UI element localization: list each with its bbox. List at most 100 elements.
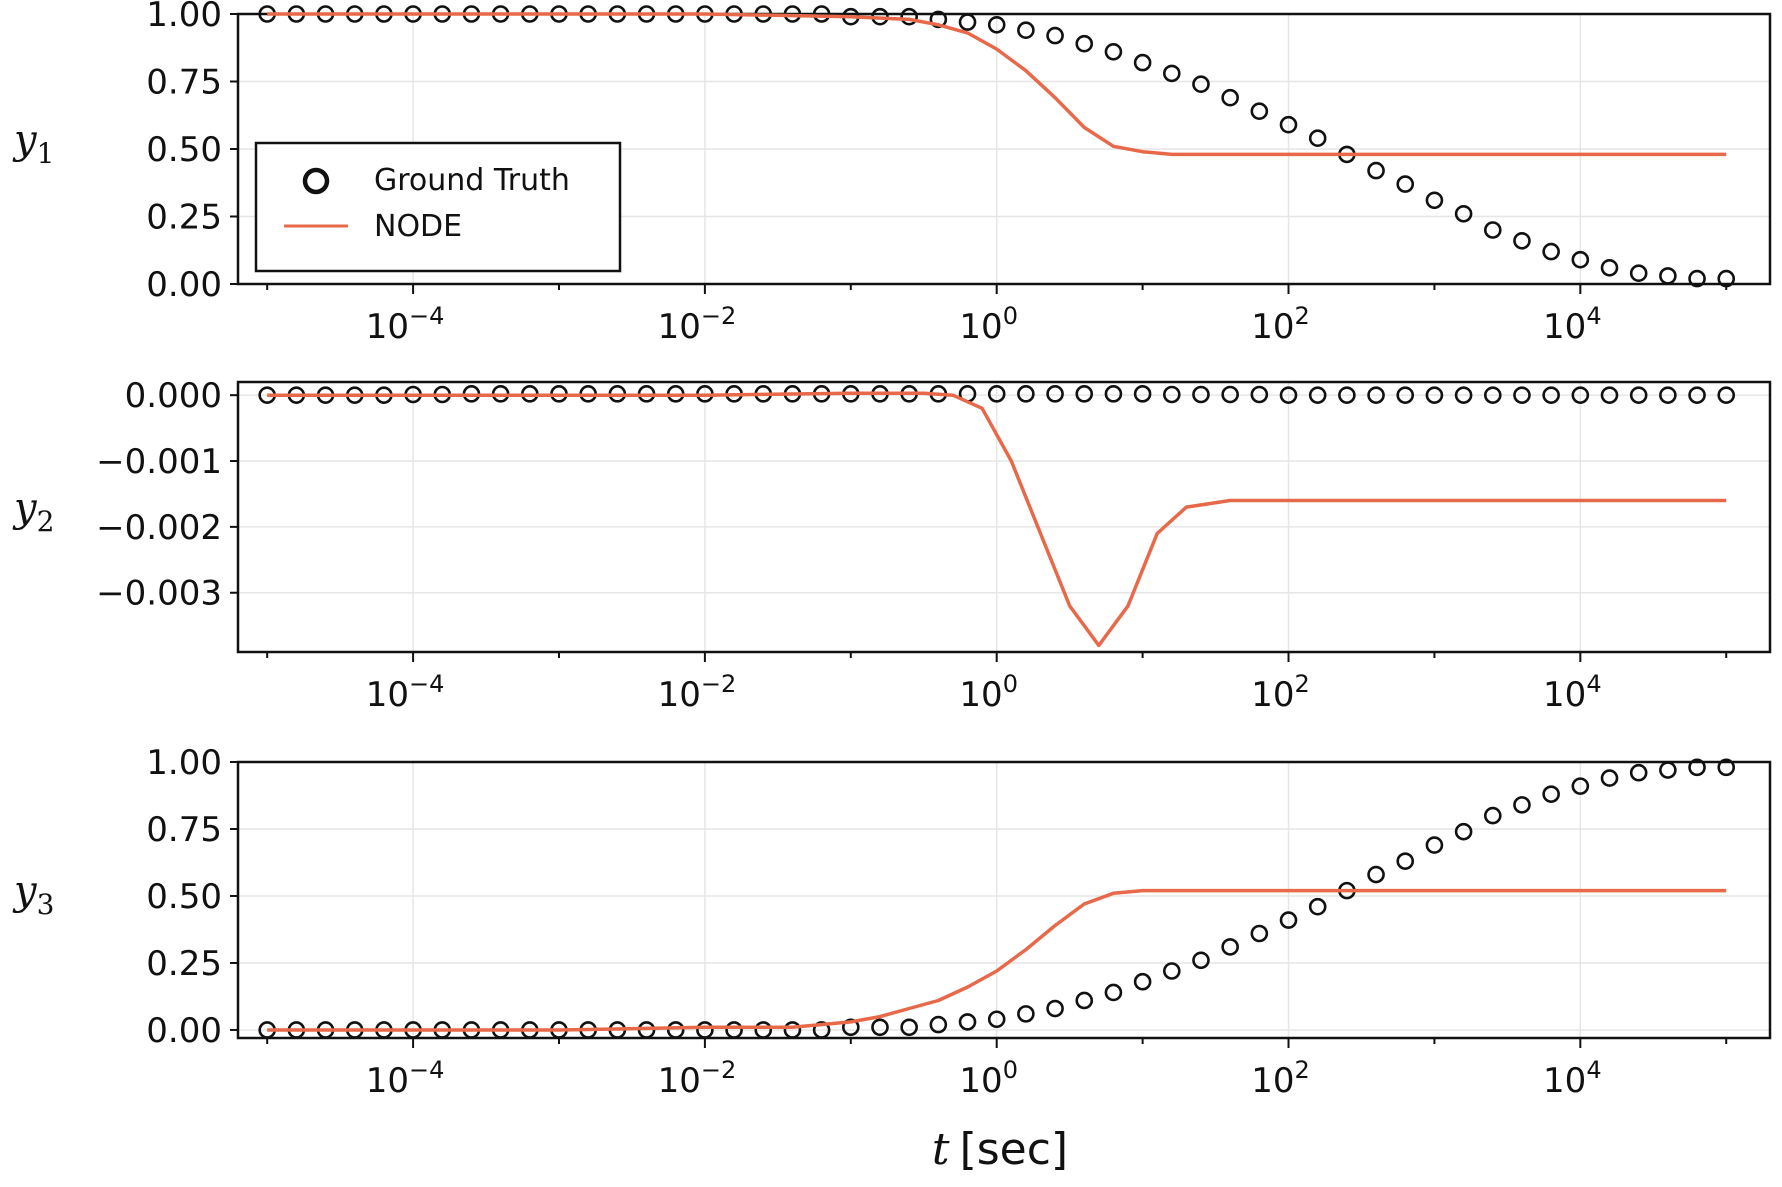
series-line-node <box>267 888 1727 1032</box>
data-point-ground-truth <box>1600 258 1619 277</box>
x-tick-base: 10 <box>366 675 409 715</box>
y-axis-label-subscript: 2 <box>37 505 55 538</box>
x-tick-base: 10 <box>366 1061 409 1101</box>
data-point-ground-truth <box>900 1018 918 1037</box>
data-point-ground-truth <box>1308 129 1327 147</box>
data-point-ground-truth <box>1688 269 1706 288</box>
data-point-ground-truth <box>929 10 948 29</box>
x-tick-label: 104 <box>1543 670 1602 715</box>
x-tick-label: 10−2 <box>658 302 737 347</box>
data-point-ground-truth <box>1279 115 1298 134</box>
data-point-ground-truth <box>1075 385 1094 403</box>
data-point-ground-truth <box>1454 205 1473 223</box>
x-tick-exponent: 2 <box>1295 1056 1310 1084</box>
y-axis-label-var: y <box>12 117 38 163</box>
data-point-ground-truth <box>1659 761 1677 779</box>
y-tick-label: 0.75 <box>146 810 222 850</box>
data-point-ground-truth <box>1542 386 1560 404</box>
data-point-ground-truth <box>1221 938 1239 956</box>
data-point-ground-truth <box>1017 21 1035 40</box>
data-point-ground-truth <box>725 1021 743 1039</box>
data-point-ground-truth <box>1192 951 1210 970</box>
data-point-ground-truth <box>812 5 831 23</box>
x-tick-label: 10−2 <box>658 670 737 715</box>
data-point-ground-truth <box>1162 962 1181 980</box>
x-tick-exponent: 0 <box>1003 302 1018 330</box>
data-point-ground-truth <box>1717 758 1736 777</box>
x-tick-label: 102 <box>1251 670 1310 715</box>
data-point-ground-truth <box>696 1021 714 1039</box>
x-tick-base: 10 <box>959 1061 1002 1101</box>
x-tick-exponent: 4 <box>1586 1056 1601 1084</box>
data-point-ground-truth <box>1133 972 1152 991</box>
x-tick-exponent: 0 <box>1003 670 1018 698</box>
data-point-ground-truth <box>900 7 918 26</box>
data-point-ground-truth <box>1104 42 1123 61</box>
data-point-ground-truth <box>1133 53 1152 72</box>
x-tick-exponent: −2 <box>701 302 736 330</box>
data-point-ground-truth <box>1017 385 1035 403</box>
x-tick-base: 10 <box>959 675 1002 715</box>
plot-frame <box>236 380 1772 654</box>
x-tick-base: 10 <box>1543 307 1586 347</box>
data-point-ground-truth <box>1571 777 1590 795</box>
data-point-ground-truth <box>1483 386 1502 404</box>
data-point-ground-truth <box>1250 102 1269 120</box>
x-tick-exponent: 2 <box>1295 302 1310 330</box>
y-axis-label: y1 <box>12 117 54 170</box>
y-axis-label: y3 <box>12 868 54 921</box>
data-point-ground-truth <box>1221 88 1239 107</box>
data-point-ground-truth <box>1367 865 1385 884</box>
data-point-ground-truth <box>1192 75 1210 93</box>
data-point-ground-truth <box>1425 191 1444 210</box>
data-point-ground-truth <box>1659 267 1677 285</box>
data-point-ground-truth <box>1717 386 1736 404</box>
x-tick-base: 10 <box>1543 675 1586 715</box>
data-point-ground-truth <box>929 1015 948 1034</box>
data-point-ground-truth <box>1425 386 1444 404</box>
x-tick-exponent: −4 <box>409 302 444 330</box>
data-point-ground-truth <box>1221 385 1239 404</box>
data-point-ground-truth <box>987 1010 1006 1029</box>
x-tick-exponent: −2 <box>701 670 736 698</box>
y-tick-label: 0.000 <box>125 376 222 416</box>
x-tick-label: 10−4 <box>366 1056 445 1101</box>
data-point-ground-truth <box>1338 386 1356 404</box>
x-tick-exponent: 4 <box>1586 302 1601 330</box>
data-point-ground-truth <box>958 13 977 31</box>
data-point-ground-truth <box>1308 386 1327 404</box>
y-tick-label: −0.003 <box>96 574 222 614</box>
y-tick-label: 1.00 <box>146 743 222 783</box>
data-point-ground-truth <box>754 1021 773 1039</box>
data-point-ground-truth <box>1279 386 1298 404</box>
data-point-ground-truth <box>1454 822 1473 841</box>
series-line-node <box>267 12 1727 157</box>
data-point-ground-truth <box>1688 386 1706 404</box>
data-point-ground-truth <box>1629 386 1648 404</box>
data-point-ground-truth <box>1425 836 1444 854</box>
data-point-ground-truth <box>958 1013 977 1031</box>
data-point-ground-truth <box>1104 983 1123 1002</box>
data-point-ground-truth <box>1600 769 1619 787</box>
y-tick-label: −0.002 <box>96 508 222 548</box>
data-point-ground-truth <box>1367 161 1385 180</box>
x-tick-base: 10 <box>658 307 701 347</box>
data-point-ground-truth <box>1513 796 1531 814</box>
data-point-ground-truth <box>1688 758 1706 777</box>
data-point-ground-truth <box>1629 264 1648 283</box>
data-point-ground-truth <box>987 15 1006 34</box>
data-point-ground-truth <box>871 1018 889 1037</box>
data-point-ground-truth <box>1017 1005 1035 1023</box>
data-point-ground-truth <box>1483 806 1502 825</box>
x-tick-exponent: −4 <box>409 670 444 698</box>
legend-label-ground-truth: Ground Truth <box>374 163 570 198</box>
data-point-ground-truth <box>1075 991 1094 1010</box>
y-tick-label: 1.00 <box>146 0 222 35</box>
subplot-2: 10−4 10−2 100 102 1040.000−0.001−0.002−0.003… <box>12 376 1772 715</box>
y-tick-label: 0.50 <box>146 877 222 917</box>
x-tick-label: 10−4 <box>366 670 445 715</box>
legend: Ground Truth NODE <box>254 141 622 273</box>
x-tick-label: 102 <box>1251 1056 1310 1101</box>
x-tick-base: 10 <box>1251 675 1294 715</box>
y-tick-label: 0.00 <box>146 265 222 305</box>
